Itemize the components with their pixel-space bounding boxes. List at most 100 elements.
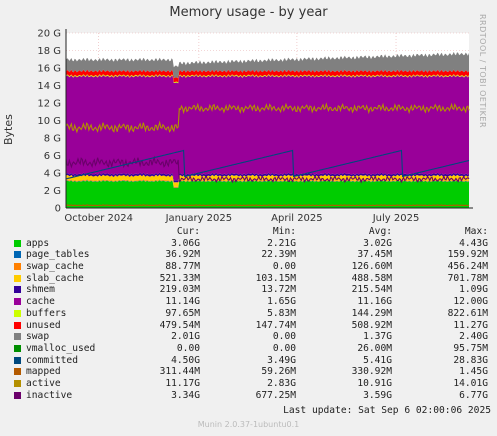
legend-min: 677.25M [255,389,296,401]
legend-min: 2.21G [267,237,296,249]
legend-swatch [14,274,21,282]
area-swap-cache [66,179,469,188]
legend-name: shmem [26,284,55,296]
legend-name: apps [26,237,50,249]
y-tick-label: 10 G [37,116,61,127]
legend-min: 1.65G [267,296,296,308]
legend-cur: 0.00 [176,342,200,354]
legend-name: vmalloc_used [26,342,96,354]
legend-cur: 2.01G [171,331,200,343]
legend-max: 12.00G [453,296,488,308]
legend-max: 1.09G [459,284,488,296]
legend-swatch [14,391,21,399]
col-max-header: Max: [464,226,488,237]
legend-cur: 97.65M [165,307,200,319]
area-page-tables [66,180,469,188]
legend-swatch [14,333,21,341]
area-apps [66,180,469,208]
y-tick-label: 4 G [44,169,61,180]
legend-avg: 144.29M [351,307,392,319]
legend-name: swap [26,331,50,343]
legend-rows: apps 3.06G 2.21G 3.02G 4.43G page_tables 36.92… [12,238,490,402]
legend-avg: 1.37G [363,331,392,343]
legend-name: unused [26,319,61,331]
legend-item-swap: swap 2.01G 0.00 1.37G 2.40G [12,331,490,343]
legend-avg: 11.16G [357,296,392,308]
legend-item-active: active 11.17G 2.83G 10.91G 14.01G [12,378,490,390]
col-cur-header: Cur: [176,226,200,237]
legend-max: 4.43G [459,237,488,249]
legend-item-inactive: inactive 3.34G 677.25M 3.59G 6.77G [12,390,490,402]
legend-cur: 521.33M [159,272,200,284]
y-tick-label: 14 G [37,81,61,92]
legend-cur: 36.92M [165,249,200,261]
legend-min: 2.83G [267,377,296,389]
legend-avg: 508.92M [351,319,392,331]
legend-name: inactive [26,389,73,401]
legend-avg: 330.92M [351,366,392,378]
legend-cur: 311.44M [159,366,200,378]
area-slab-cache [66,174,469,187]
legend-name: mapped [26,366,61,378]
legend-name: committed [26,354,78,366]
legend-min: 5.83M [267,307,296,319]
legend-max: 822.61M [447,307,488,319]
legend-avg: 10.91G [357,377,392,389]
legend-min: 103.15M [255,272,296,284]
x-tick-label: October 2024 [64,213,133,224]
legend-max: 2.40G [459,331,488,343]
line-inactive [65,155,470,184]
legend-swatch [14,379,21,387]
legend-avg: 488.58M [351,272,392,284]
legend-avg: 26.00M [357,342,392,354]
y-tick-label: 18 G [37,46,61,57]
legend-avg: 37.45M [357,249,392,261]
chart-title: Memory usage - by year [169,5,328,20]
col-avg-header: Avg: [368,226,392,237]
legend-name: page_tables [26,249,90,261]
y-tick-label: 6 G [44,151,61,162]
legend-cur: 4.50G [171,354,200,366]
legend-name: buffers [26,307,67,319]
y-tick-label: 16 G [37,64,61,75]
legend-avg: 5.41G [363,354,392,366]
legend-max: 95.75M [453,342,488,354]
legend-swatch [14,239,21,247]
legend-item-shmem: shmem 219.03M 13.72M 215.54M 1.09G [12,284,490,296]
legend-item-apps: apps 3.06G 2.21G 3.02G 4.43G [12,238,490,250]
legend-swatch [14,251,21,259]
legend-swatch [14,321,21,329]
legend-swatch [14,309,21,317]
legend-swatch [14,356,21,364]
legend-swatch [14,286,21,294]
axes [65,29,473,209]
legend-name: active [26,377,61,389]
legend-item-committed: committed 4.50G 3.49G 5.41G 28.83G [12,355,490,367]
legend-item-slab-cache: slab_cache 521.33M 103.15M 488.58M 701.78M [12,273,490,285]
legend-min: 0.00 [272,261,296,273]
area-shmem [66,172,469,183]
legend-item-buffers: buffers 97.65M 5.83M 144.29M 822.61M [12,308,490,320]
tick-labels: 0 2 G 4 G 6 G 8 G 10 G 12 G 14 G 16 G 18 G 20 G Oct… [37,29,419,225]
legend-swatch [14,344,21,352]
x-tick-label: January 2025 [165,213,233,224]
stacked-areas [66,51,469,208]
legend-item-vmalloc-used: vmalloc_used 0.00 0.00 26.00M 95.75M [12,343,490,355]
legend-cur: 88.77M [165,261,200,273]
legend-cur: 479.54M [159,319,200,331]
legend-item-mapped: mapped 311.44M 59.26M 330.92M 1.45G [12,366,490,378]
legend-avg: 126.60M [351,261,392,273]
line-committed [65,149,470,180]
legend-avg: 215.54M [351,284,392,296]
legend-swatch [14,263,21,271]
legend-min: 3.49G [267,354,296,366]
legend-swatch [14,368,21,376]
legend-avg: 3.02G [363,237,392,249]
legend-min: 147.74M [255,319,296,331]
legend-min: 59.26M [261,366,296,378]
legend-max: 14.01G [453,377,488,389]
col-min-header: Min: [272,226,296,237]
legend-max: 456.24M [447,261,488,273]
x-tick-label: July 2025 [372,213,420,224]
